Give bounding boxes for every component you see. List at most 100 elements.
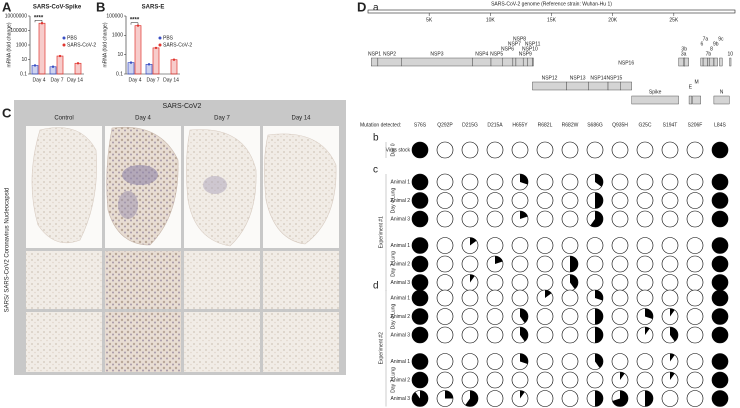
- pie-wedge: [645, 308, 653, 319]
- gene-label: NSP8: [513, 36, 526, 42]
- pie-outline: [636, 274, 654, 291]
- y-axis-label: mRNA (fold change): [102, 22, 108, 67]
- pie-outline: [611, 308, 629, 325]
- row-label: Animal 2: [391, 198, 411, 204]
- bar-dot: [172, 58, 176, 61]
- histology-side-label: SARS/ SARS-CoV2 Coronavirus Nucleocapsid: [5, 188, 11, 313]
- pie-outline: [436, 255, 454, 273]
- bar: [152, 47, 160, 75]
- pie-outline: [436, 141, 454, 159]
- row-label: Animal 2: [391, 314, 411, 320]
- pie-outline: [461, 173, 479, 191]
- pie-outline: [686, 353, 704, 370]
- y-tick-label: 1000: [112, 33, 123, 39]
- gene-label: NSP14: [590, 75, 606, 81]
- pie-outline: [486, 210, 504, 228]
- pie-outline: [561, 289, 579, 307]
- gene: [490, 57, 503, 67]
- x-tick-label: Day 4: [32, 77, 45, 83]
- mutation-name: H655Y: [512, 122, 528, 128]
- pie-outline: [461, 308, 479, 325]
- histology-column-label: Day 14: [291, 116, 311, 122]
- pie-outline: [486, 308, 504, 325]
- pie-outline: [536, 390, 554, 407]
- genome-tick-label: 20K: [608, 17, 618, 23]
- pie-outline: [536, 326, 554, 344]
- pie-outline: [436, 353, 454, 370]
- pie-outline: [436, 173, 454, 191]
- row-label: Animal 3: [391, 280, 411, 286]
- pie-outline: [411, 237, 429, 254]
- pie-outline: [536, 308, 554, 325]
- pie-outline: [511, 192, 529, 209]
- pie-wedge: [612, 390, 628, 407]
- gene-label: NSP3: [430, 51, 443, 57]
- pie-outline: [661, 255, 679, 273]
- mutation-name: Q292P: [437, 122, 453, 128]
- pie-outline: [711, 274, 729, 291]
- row-label: Animal 2: [391, 261, 411, 267]
- gene: [522, 57, 528, 67]
- pie-outline: [661, 237, 679, 254]
- pie-outline: [636, 237, 654, 254]
- pie-outline: [561, 237, 579, 254]
- pie-outline: [436, 274, 454, 291]
- pie-outline: [586, 141, 604, 159]
- legend-swatch: [158, 43, 162, 47]
- gene-label: NSP9: [519, 51, 532, 57]
- x-tick-label: Day 7: [50, 77, 63, 83]
- pie-outline: [686, 255, 704, 273]
- pie-outline: [511, 255, 529, 273]
- mutation-name: L84S: [714, 122, 726, 128]
- subpanel-label: a: [373, 3, 379, 14]
- pie-wedge: [495, 256, 503, 264]
- y-tick-label: 10: [117, 52, 123, 58]
- pie-outline: [636, 255, 654, 273]
- gene-label: NSP12: [542, 75, 558, 81]
- bar-dot: [129, 61, 133, 64]
- pie-wedge: [465, 390, 478, 407]
- gene: [502, 57, 514, 67]
- row-label: Animal 3: [391, 216, 411, 222]
- experiment-label: Experiment #1: [378, 216, 384, 248]
- gene-label: NSP13: [570, 75, 586, 81]
- pie-outline: [461, 326, 479, 344]
- gene-label: N: [720, 89, 724, 95]
- y-tick-label: 100000: [10, 28, 27, 34]
- pie-outline: [511, 274, 529, 291]
- gene-label: 7b: [706, 51, 712, 57]
- group-label: Day 4 Lung: [390, 303, 396, 329]
- chart-title: SARS-CoV-Spike: [33, 5, 82, 11]
- gene-label: E: [689, 84, 693, 90]
- row-label: Animal 3: [391, 332, 411, 338]
- pie-wedge: [645, 390, 653, 407]
- gene-label: NSP11: [525, 41, 541, 47]
- x-tick-label: Day 4: [128, 77, 141, 83]
- histology-images: [26, 126, 339, 372]
- gene-label: Spike: [649, 89, 662, 95]
- gene: [566, 81, 589, 91]
- gene-label: 3b: [681, 46, 687, 52]
- pie-outline: [661, 274, 679, 291]
- bar: [56, 55, 64, 75]
- gene-label: 10: [728, 51, 734, 57]
- genome-tick-label: 15K: [547, 17, 557, 23]
- pie-outline: [611, 353, 629, 370]
- pie-outline: [686, 192, 704, 209]
- pie-outline: [686, 173, 704, 191]
- pie-wedge: [590, 211, 603, 227]
- gene-label: 9c: [718, 36, 724, 42]
- genome-axis: [367, 9, 736, 14]
- x-tick-label: Day 14: [163, 77, 179, 83]
- significance-bracket: [34, 20, 43, 23]
- group-label: Day 7 Lung: [390, 251, 396, 277]
- gene: [631, 95, 679, 105]
- bar: [134, 25, 142, 75]
- pie-outline: [486, 141, 504, 159]
- mutation-header: Mutation detected:: [360, 122, 401, 128]
- pie-outline: [461, 141, 479, 159]
- pie-outline: [711, 326, 729, 344]
- group-label: Day 7 Lung: [390, 367, 396, 393]
- pie-outline: [686, 326, 704, 344]
- bar: [127, 62, 135, 75]
